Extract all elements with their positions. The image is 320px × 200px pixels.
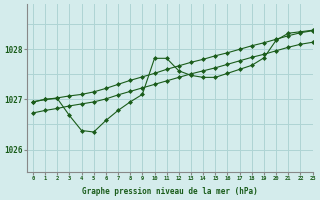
X-axis label: Graphe pression niveau de la mer (hPa): Graphe pression niveau de la mer (hPa) [82,187,258,196]
